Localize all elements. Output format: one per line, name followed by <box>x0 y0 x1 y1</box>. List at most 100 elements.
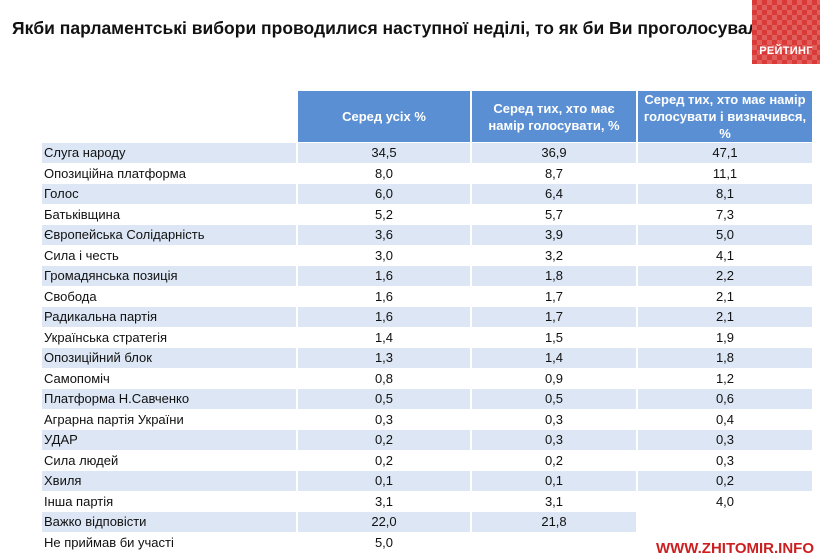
value-all-cell: 1,6 <box>298 307 470 327</box>
table-row: Європейська Солідарність 3,6 3,9 5,0 <box>42 225 812 245</box>
table-row: Громадянська позиція 1,6 1,8 2,2 <box>42 266 812 286</box>
value-all-cell: 0,1 <box>298 471 470 491</box>
value-voting-cell <box>472 532 636 552</box>
value-decided-cell: 4,1 <box>715 247 735 263</box>
value-all-cell: 22,0 <box>298 512 470 532</box>
party-name-cell: Самопоміч <box>44 370 110 386</box>
header-corner <box>42 91 296 142</box>
value-decided-cell: 7,3 <box>715 206 735 222</box>
results-body: Слуга народу 34,5 36,9 47,1 Опозиційна платф… <box>42 143 812 552</box>
value-decided-cell: 2,1 <box>638 307 812 327</box>
party-name-cell: Важко відповісти <box>42 512 296 532</box>
table-row: Важко відповісти 22,0 21,8 <box>42 512 812 532</box>
value-decided-cell: 0,3 <box>638 430 812 450</box>
table-row: Опозиційна платформа 8,0 8,7 11,1 <box>42 164 812 184</box>
table-row: Самопоміч 0,8 0,9 1,2 <box>42 369 812 389</box>
value-voting-cell: 0,9 <box>544 370 564 386</box>
value-all-cell: 3,1 <box>374 493 394 509</box>
table-row: Платформа Н.Савченко 0,5 0,5 0,6 <box>42 389 812 409</box>
value-voting-cell: 21,8 <box>472 512 636 532</box>
logo-text: РЕЙТИНГ <box>759 45 813 57</box>
party-name-cell: Опозиційна платформа <box>44 165 186 181</box>
value-decided-cell: 11,1 <box>712 165 738 181</box>
value-decided-cell: 1,8 <box>638 348 812 368</box>
party-name-cell: Європейська Солідарність <box>42 225 296 245</box>
value-all-cell: 3,0 <box>374 247 394 263</box>
table-row: Радикальна партія 1,6 1,7 2,1 <box>42 307 812 327</box>
party-name-cell: Громадянська позиція <box>42 266 296 286</box>
party-name-cell: Сила людей <box>44 452 119 468</box>
party-name-cell: Не приймав би участі <box>44 534 174 550</box>
value-all-cell: 1,3 <box>298 348 470 368</box>
header-row: Серед усіх % Серед тих, хто має намір го… <box>42 91 812 142</box>
value-voting-cell: 6,4 <box>472 184 636 204</box>
value-decided-cell: 2,1 <box>715 288 735 304</box>
value-all-cell: 0,2 <box>298 430 470 450</box>
value-all-cell: 0,5 <box>298 389 470 409</box>
table-row: Українська стратегія 1,4 1,5 1,9 <box>42 328 812 348</box>
value-voting-cell: 0,2 <box>544 452 564 468</box>
table-row: Хвиля 0,1 0,1 0,2 <box>42 471 812 491</box>
value-all-cell: 0,2 <box>374 452 394 468</box>
value-voting-cell: 5,7 <box>544 206 564 222</box>
value-decided-cell: 47,1 <box>638 143 812 163</box>
value-all-cell: 1,6 <box>298 266 470 286</box>
value-voting-cell: 3,1 <box>544 493 564 509</box>
value-voting-cell: 36,9 <box>472 143 636 163</box>
table-row: УДАР 0,2 0,3 0,3 <box>42 430 812 450</box>
logo-pattern <box>752 0 820 64</box>
party-name-cell: Голос <box>42 184 296 204</box>
rating-logo: РЕЙТИНГ <box>752 0 820 64</box>
page-title: Якби парламентські вибори проводилися на… <box>12 18 781 38</box>
table-row: Аграрна партія України 0,3 0,3 0,4 <box>42 410 812 430</box>
value-voting-cell: 1,4 <box>472 348 636 368</box>
value-voting-cell: 0,5 <box>472 389 636 409</box>
results-table: Серед усіх % Серед тих, хто має намір го… <box>40 90 814 553</box>
value-voting-cell: 1,7 <box>472 307 636 327</box>
value-all-cell: 5,2 <box>374 206 394 222</box>
value-voting-cell: 1,5 <box>544 329 564 345</box>
table-row: Свобода 1,6 1,7 2,1 <box>42 287 812 307</box>
table-row: Сила і честь 3,0 3,2 4,1 <box>42 246 812 266</box>
value-voting-cell: 0,3 <box>472 430 636 450</box>
party-name-cell: Сила і честь <box>44 247 119 263</box>
party-name-cell: Українська стратегія <box>44 329 168 345</box>
table-row: Батьківщина 5,2 5,7 7,3 <box>42 205 812 225</box>
column-header-all: Серед усіх % <box>298 91 470 142</box>
site-watermark: WWW.ZHITOMIR.INFO <box>628 540 814 558</box>
value-voting-cell: 1,7 <box>544 288 564 304</box>
value-all-cell: 1,4 <box>374 329 394 345</box>
value-all-cell: 0,8 <box>374 370 394 386</box>
value-voting-cell: 8,7 <box>544 165 564 181</box>
value-decided-cell: 1,9 <box>715 329 735 345</box>
value-decided-cell: 0,4 <box>715 411 735 427</box>
value-all-cell: 1,6 <box>374 288 394 304</box>
party-name-cell: Аграрна партія України <box>44 411 184 427</box>
value-decided-cell: 2,2 <box>638 266 812 286</box>
party-name-cell: Платформа Н.Савченко <box>42 389 296 409</box>
value-all-cell: 6,0 <box>298 184 470 204</box>
value-all-cell: 3,6 <box>298 225 470 245</box>
table-row: Голос 6,0 6,4 8,1 <box>42 184 812 204</box>
party-name-cell: Інша партія <box>44 493 114 509</box>
column-header-voting: Серед тих, хто має намір голосувати, % <box>472 91 636 142</box>
value-voting-cell: 3,9 <box>472 225 636 245</box>
party-name-cell: Опозиційний блок <box>42 348 296 368</box>
value-decided-cell: 4,0 <box>715 493 735 509</box>
value-voting-cell: 3,2 <box>544 247 564 263</box>
value-all-cell: 5,0 <box>374 534 394 550</box>
value-decided-cell: 1,2 <box>715 370 735 386</box>
value-voting-cell: 1,8 <box>472 266 636 286</box>
party-name-cell: Хвиля <box>42 471 296 491</box>
value-decided-cell <box>638 512 812 532</box>
party-name-cell: Батьківщина <box>44 206 121 222</box>
table-row: Інша партія 3,1 3,1 4,0 <box>42 492 812 512</box>
party-name-cell: Радикальна партія <box>42 307 296 327</box>
table-row: Слуга народу 34,5 36,9 47,1 <box>42 143 812 163</box>
value-decided-cell: 8,1 <box>638 184 812 204</box>
value-decided-cell: 0,2 <box>638 471 812 491</box>
table-row: Опозиційний блок 1,3 1,4 1,8 <box>42 348 812 368</box>
value-all-cell: 34,5 <box>298 143 470 163</box>
value-voting-cell: 0,3 <box>544 411 564 427</box>
value-decided-cell: 0,3 <box>715 452 735 468</box>
